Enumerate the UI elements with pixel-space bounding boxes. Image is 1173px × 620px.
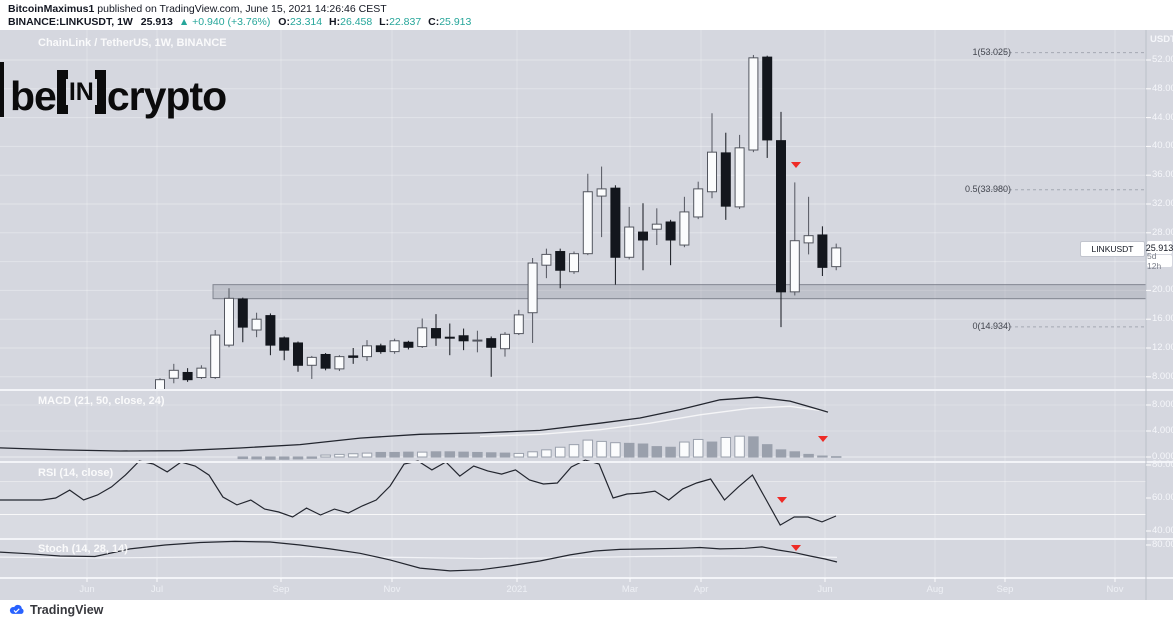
price-tick-label: 8.000 [1152,370,1173,382]
open-value: 23.314 [289,16,323,28]
rsi-indicator-label[interactable]: RSI (14, close) [38,467,114,479]
price-tick-label: 12.000 [1152,342,1173,353]
time-axis-label: Jul [150,584,164,595]
left-bracket-icon [56,70,68,114]
footer-bar: TradingView [0,600,1173,620]
low-value: 22.837 [389,16,422,28]
time-axis-label: Apr [693,584,709,595]
macd-tick-label: 8.000 [1152,399,1173,410]
last-price: 25.913 [140,16,173,28]
time-axis-label: Nov [383,584,401,595]
rsi-tick-label: 40.00 [1152,525,1173,536]
high-label: H: [329,16,341,28]
fib-level-label: 1(53.025) [972,46,1011,57]
macd-tick-label: 4.000 [1152,425,1173,436]
countdown-text: 5d 12h [1147,251,1162,271]
bar-countdown-label: 5d 12h [1147,251,1172,271]
currency-axis-label[interactable]: USDT [1150,34,1173,45]
tradingview-cloud-icon [9,604,24,614]
price-change: +0.940 (+3.76%) [192,16,271,28]
stoch-indicator-label[interactable]: Stoch (14, 28, 14) [38,543,128,555]
watermark-crypto: crypto [106,72,227,119]
time-axis-label: Jun [817,584,833,595]
time-axis-label: Mar [621,584,639,595]
price-tick-label: 40.000 [1152,140,1173,152]
price-tick-label: 36.000 [1152,169,1173,181]
up-arrow-icon: ▲ [178,16,190,28]
time-axis-label: Sep [272,584,290,595]
axis-price-text: 25.913 [1145,242,1173,253]
open-label: O: [278,16,290,28]
fib-level-label: 0(14.934) [972,320,1011,331]
symbol-info-row: BINANCE:LINKUSDT, 1W 25.913 ▲ +0.940 (+3… [8,16,471,28]
price-tick-label: 48.000 [1152,82,1173,94]
author-name: BitcoinMaximus1 [8,3,95,15]
symbol-flag-text: LINKUSDT [1091,244,1134,254]
tradingview-logo-text: TradingView [30,603,104,617]
time-axis-label: Aug [926,584,944,595]
price-tick-label: 16.000 [1152,313,1173,325]
macd-tick-label: 0.000 [1152,451,1173,462]
time-axis-label: 2021 [506,584,528,595]
symbol-title: BINANCE:LINKUSDT, 1W [8,16,133,28]
price-tick-label: 20.000 [1152,284,1173,296]
price-tick-label: 44.000 [1152,111,1173,123]
watermark-bar [0,62,4,117]
close-value: 25.913 [439,16,472,28]
publish-info: BitcoinMaximus1 published on TradingView… [8,3,387,15]
watermark-in: IN [68,77,94,106]
publish-text: published on TradingView.com, June 15, 2… [94,3,387,15]
time-axis-label: Sep [996,584,1014,595]
tradingview-logo[interactable]: TradingView [8,603,103,617]
low-label: L: [379,16,390,28]
chart-pane-title: ChainLink / TetherUS, 1W, BINANCE [38,37,227,49]
time-axis-label: Jun [79,584,95,595]
watermark-brackets: IN [56,70,106,114]
stoch-tick-label: 80.00 [1152,539,1173,550]
right-bracket-icon [94,70,106,114]
symbol-price-flag: LINKUSDT [1080,241,1145,257]
price-tick-label: 32.000 [1152,198,1173,209]
last-price-axis-label: 25.913 [1145,241,1173,254]
fib-level-label: 0.5(33.980) [964,183,1011,194]
price-tick-label: 28.000 [1152,226,1173,238]
beincrypto-watermark: be IN crypto [10,64,227,120]
watermark-be: be [10,72,57,119]
time-axis-label: Nov [1106,584,1124,595]
rsi-tick-label: 80.00 [1152,459,1173,470]
macd-indicator-label[interactable]: MACD (21, 50, close, 24) [38,395,165,407]
close-label: C: [428,16,440,28]
rsi-tick-label: 60.00 [1152,492,1173,503]
high-value: 26.458 [340,16,373,28]
price-tick-label: 52.000 [1152,54,1173,65]
